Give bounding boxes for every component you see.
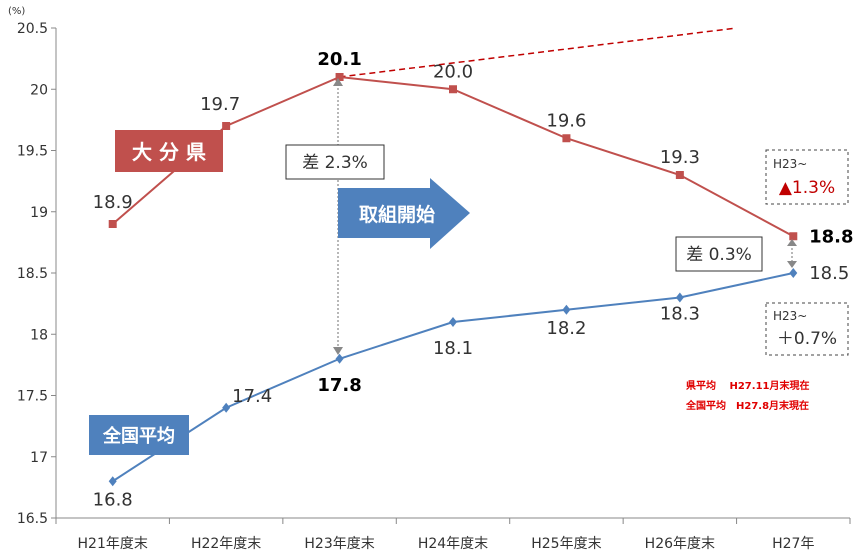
gap-2011-arrowhead-bottom <box>333 347 343 355</box>
y-tick-labels: 16.5 17 17.5 18 18.5 19 19.5 20 20.5 <box>17 21 56 527</box>
nat-data-label: 18.5 <box>809 263 849 284</box>
y-tick-label: 18.5 <box>17 266 48 282</box>
trend-line-group <box>339 27 737 78</box>
pref-data-label: 18.8 <box>809 226 853 247</box>
x-tick-label: H24年度末 <box>418 536 488 552</box>
initiative-arrow <box>338 178 470 249</box>
pref-change-value: ▲1.3% <box>779 178 835 198</box>
pref-data-label: 19.3 <box>660 147 700 168</box>
x-tick-label: H22年度末 <box>191 536 261 552</box>
note-line-1: 県平均 H27.11月末現在 <box>686 379 809 392</box>
gap-2011-arrowhead-top <box>333 78 343 86</box>
pref-point <box>335 73 344 81</box>
nat-point <box>335 353 344 364</box>
pref-point <box>789 232 798 241</box>
trend-line <box>339 27 737 78</box>
nat-change-value: ＋0.7% <box>777 329 837 349</box>
pref-point <box>562 134 571 143</box>
y-tick-label: 16.5 <box>17 511 48 527</box>
x-tick-label: H21年度末 <box>78 536 148 552</box>
pref-point <box>222 122 231 130</box>
gap-2011-box <box>285 144 385 180</box>
y-tick-label: 19.5 <box>17 144 48 160</box>
nat-point <box>675 292 684 303</box>
x-tick-label: H25年度末 <box>531 536 601 552</box>
y-tick-label: 17.5 <box>17 389 48 405</box>
pref-point <box>108 220 117 228</box>
gap-2015-text: 差 0.3% <box>686 245 752 265</box>
initiative-arrow-text: 取組開始 <box>359 203 435 226</box>
nat-change-label: H23~ <box>773 309 807 323</box>
nat-point <box>789 268 798 278</box>
nat-point <box>449 317 457 327</box>
note-line-2: 全国平均 H27.8月末現在 <box>685 399 809 412</box>
nat-data-label: 18.1 <box>433 338 473 359</box>
pref-change-box <box>765 149 849 205</box>
pref-point <box>675 171 684 179</box>
pref-data-label: 20.0 <box>433 61 473 82</box>
nat-data-label: 18.2 <box>546 318 586 339</box>
pref-data-label: 20.1 <box>317 49 361 70</box>
nat-data-label: 17.4 <box>232 386 272 407</box>
nat-point <box>108 476 117 487</box>
y-tick-label: 20.5 <box>17 21 48 37</box>
gap-2011-text: 差 2.3% <box>302 153 368 173</box>
nat-change-box <box>765 302 849 356</box>
pref-series-label: 大 分 県 <box>132 140 206 164</box>
nat-point <box>222 402 231 413</box>
nat-data-label: 16.8 <box>93 489 133 510</box>
x-tick-label: H27年 <box>772 536 814 552</box>
pref-data-label: 19.7 <box>200 94 240 115</box>
nat-data-label: 18.3 <box>660 304 700 325</box>
pref-point <box>449 85 457 94</box>
y-tick-label: 19 <box>30 205 48 221</box>
nat-data-label: 17.8 <box>317 375 361 396</box>
pref-change-label: H23~ <box>773 157 807 171</box>
y-unit-label: (%) <box>8 6 25 17</box>
pref-series-label-box <box>115 130 223 172</box>
x-tick-label: H23年度末 <box>304 536 374 552</box>
gap-2015-arrowhead-bottom <box>787 261 797 268</box>
nat-series-label-box <box>89 415 189 455</box>
pref-data-label: 18.9 <box>93 192 133 213</box>
y-tick-label: 18 <box>30 327 48 343</box>
gap-2015-arrowhead-top <box>787 239 797 246</box>
nat-point <box>562 304 571 315</box>
nat-series-label: 全国平均 <box>102 425 175 447</box>
x-tick-label: H26年度末 <box>645 536 715 552</box>
y-tick-label: 20 <box>30 82 48 98</box>
y-tick-label: 17 <box>30 450 48 466</box>
pref-data-label: 19.6 <box>546 110 586 131</box>
gap-2015-box <box>675 236 763 272</box>
series-group: 18.9 19.7 20.1 20.0 19.6 19.3 18.8 16.8 17.4 17.8… <box>93 49 853 510</box>
x-tick-labels: H21年度末 H22年度末 H23年度末 H24年度末 H25年度末 H26年度末 H27年 <box>55 518 851 552</box>
